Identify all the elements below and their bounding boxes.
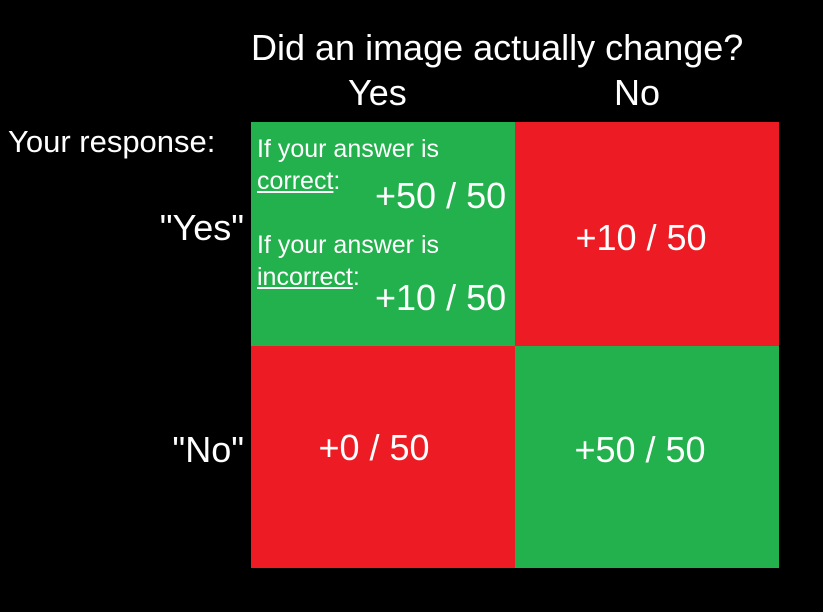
row-header-no: "No" [172,429,244,470]
column-header-no: No [614,72,661,113]
correct-score-value: +50 / 50 [375,175,507,216]
incorrect-word: incorrect [257,263,353,291]
cell-no-yes: +0 / 50 [251,346,515,568]
correct-colon: : [333,167,341,195]
question-title: Did an image actually change? [251,27,744,68]
score-value: +50 / 50 [574,429,706,470]
incorrect-colon: : [352,263,360,291]
incorrect-intro-text: If your answer is [257,231,440,259]
score-value: +0 / 50 [318,427,430,468]
incorrect-score-value: +10 / 50 [375,277,507,318]
column-header-yes: Yes [348,72,407,113]
cell-yes-yes: If your answer is correct: +50 / 50 If y… [251,122,515,346]
row-header-yes: "Yes" [159,207,244,248]
cell-no-no: +50 / 50 [515,346,779,568]
incorrect-label: incorrect: [257,262,360,292]
correct-word: correct [257,167,334,195]
row-caption: Your response: [8,124,216,159]
correct-intro-text: If your answer is [257,135,440,163]
score-value: +10 / 50 [575,217,707,258]
correct-label: correct: [257,166,340,196]
cell-yes-no: +10 / 50 [515,122,779,346]
